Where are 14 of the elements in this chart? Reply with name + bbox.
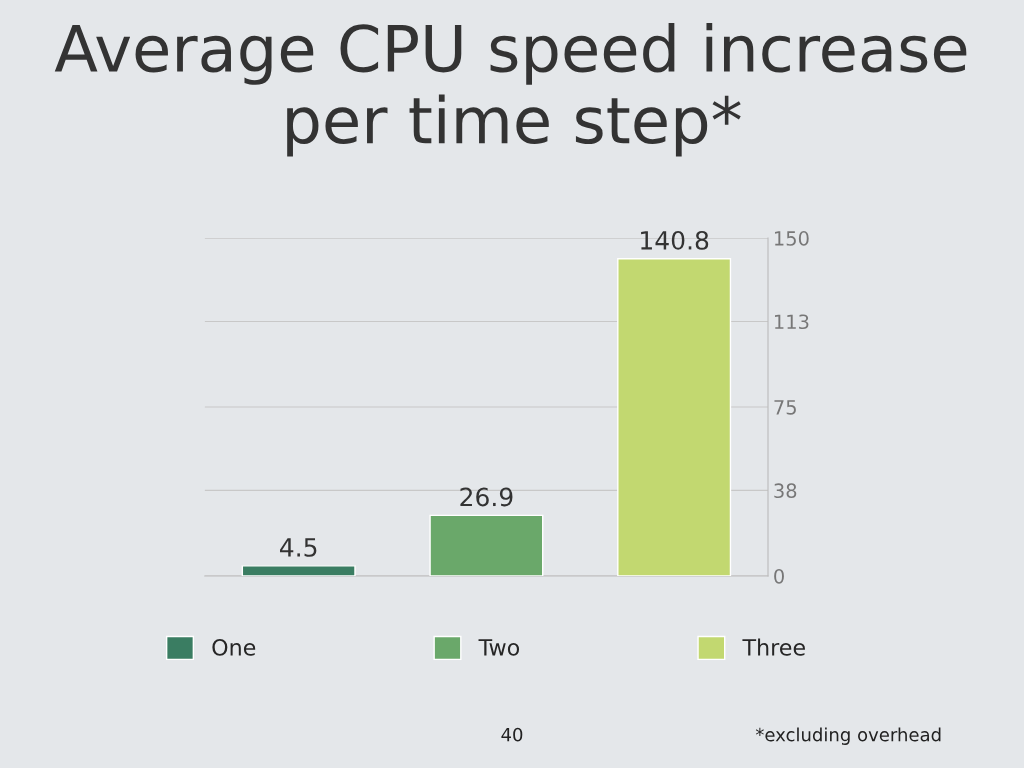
y-tick-label: 38 bbox=[774, 483, 797, 499]
legend-label: One bbox=[212, 638, 256, 656]
chart-title: Average CPU speed increase per time step* bbox=[54, 23, 967, 157]
legend-label: Two bbox=[478, 639, 520, 656]
data-label: 140.8 bbox=[641, 230, 709, 250]
y-tick-label: 75 bbox=[774, 400, 796, 415]
y-tick-label: 0 bbox=[774, 568, 784, 584]
data-label: 26.9 bbox=[460, 487, 513, 507]
data-label: 4.5 bbox=[280, 538, 317, 557]
text: 40 bbox=[501, 727, 523, 742]
y-tick-label: 150 bbox=[775, 231, 809, 246]
text: *excluding overhead bbox=[755, 727, 941, 745]
y-tick-label: 113 bbox=[775, 314, 809, 330]
legend-label: Three bbox=[742, 638, 805, 656]
